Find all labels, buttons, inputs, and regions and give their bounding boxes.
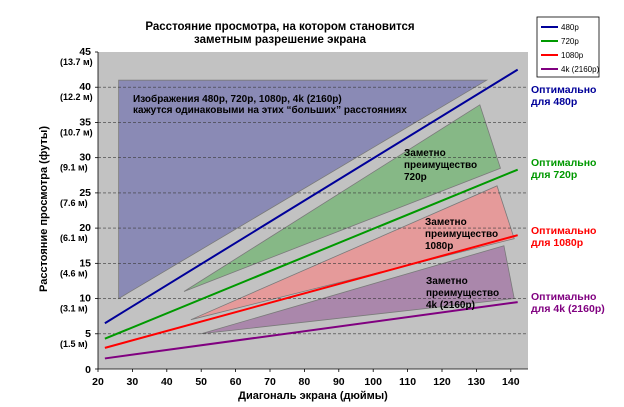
regions (118, 79, 515, 335)
x-tick-label: 140 (502, 376, 520, 388)
y-tick-label: 5 (85, 328, 91, 340)
x-tick-label: 90 (333, 376, 345, 388)
region-annotation-2-line-1: преимущество (425, 229, 498, 240)
y-tick-meters: (1.5 м) (60, 339, 88, 349)
y-tick-label: 20 (79, 222, 91, 234)
region-2 (190, 185, 515, 321)
x-tick-label: 50 (195, 376, 207, 388)
series-end-label-2: для 1080p (531, 237, 583, 249)
series-line-1 (104, 168, 519, 340)
legend-label-2: 1080p (561, 51, 584, 60)
y-tick-label: 30 (79, 152, 91, 164)
chart-title-line-2: заметным разрешение экрана (194, 34, 367, 46)
region-annotation-0-line-1: кажутся одинаковыми на этих “больших” ра… (133, 104, 407, 116)
region-annotation-3-line-2: 4k (2160p) (426, 300, 475, 311)
y-axis-ticks: 0 5(1.5 м) 10(3.1 м) 15(4.6 м) 20(6.1 м) 25(7… (60, 46, 98, 376)
x-tick-label: 100 (364, 376, 382, 388)
region-annotation-2-line-0: Заметно (425, 217, 467, 228)
series-end-label-0: для 480p (531, 96, 577, 108)
series-end-label-1: Оптимально (531, 157, 596, 169)
y-tick-meters: (4.6 м) (60, 268, 88, 278)
y-tick-meters: (12.2 м) (60, 92, 93, 102)
x-tick-label: 80 (299, 376, 311, 388)
y-tick-meters: (3.1 м) (60, 304, 88, 314)
y-tick-label: 40 (79, 81, 91, 93)
y-tick-label: 35 (79, 116, 91, 128)
region-annotation-1-line-0: Заметно (404, 148, 446, 159)
y-tick-meters: (6.1 м) (60, 233, 88, 243)
series-lines (104, 68, 519, 360)
x-axis-ticks: 20 30 40 50 60 70 80 90 100 110 120 130 140 (92, 369, 520, 388)
series-end-label-3: Оптимально (531, 291, 596, 303)
region-0 (118, 79, 489, 300)
legend-label-1: 720p (561, 37, 579, 46)
series-line-0 (104, 68, 519, 325)
series-line-2 (104, 234, 518, 349)
x-tick-label: 30 (127, 376, 139, 388)
x-tick-label: 20 (92, 376, 104, 388)
x-tick-label: 60 (230, 376, 242, 388)
y-tick-meters: (7.6 м) (60, 198, 88, 208)
y-tick-label: 0 (85, 364, 91, 376)
region-annotation-1-line-2: 720p (404, 172, 427, 183)
legend-label-0: 480p (561, 23, 579, 32)
region-annotations: Изображения 480p, 720p, 1080p, 4k (2160p… (133, 93, 499, 311)
grid (97, 52, 528, 370)
y-tick-label: 10 (79, 293, 91, 305)
region-1 (183, 104, 501, 292)
y-tick-meters: (13.7 м) (60, 57, 93, 67)
x-tick-label: 70 (264, 376, 276, 388)
x-tick-label: 110 (399, 376, 416, 388)
region-annotation-3-line-0: Заметно (426, 276, 468, 287)
series-end-label-0: Оптимально (531, 84, 596, 96)
y-tick-label: 15 (79, 257, 91, 269)
x-tick-label: 130 (468, 376, 486, 388)
region-3 (201, 245, 515, 335)
series-end-label-2: Оптимально (531, 225, 596, 237)
region-annotation-2-line-2: 1080p (425, 241, 453, 252)
x-axis-label: Диагональ экрана (дюймы) (238, 390, 388, 402)
chart-title-line-1: Расстояние просмотра, на котором станови… (145, 21, 414, 33)
series-end-label-3: для 4k (2160p) (531, 303, 605, 315)
y-tick-label: 45 (79, 46, 91, 58)
x-tick-label: 120 (433, 376, 451, 388)
y-tick-meters: (9.1 м) (60, 163, 88, 173)
y-axis-label: Расстояние просмотра (футы) (38, 126, 50, 292)
region-annotation-1-line-1: преимущество (404, 160, 477, 171)
y-tick-meters: (10.7 м) (60, 127, 93, 137)
series-line-3 (104, 301, 518, 360)
y-tick-label: 25 (79, 187, 91, 199)
x-tick-label: 40 (161, 376, 173, 388)
region-annotation-0-line-0: Изображения 480p, 720p, 1080p, 4k (2160p… (133, 93, 342, 105)
series-end-label-1: для 720p (531, 169, 577, 181)
region-annotation-3-line-1: преимущество (426, 288, 499, 299)
legend-label-3: 4k (2160p) (561, 65, 600, 74)
legend: 480p 720p 1080p 4k (2160p) (536, 16, 600, 78)
